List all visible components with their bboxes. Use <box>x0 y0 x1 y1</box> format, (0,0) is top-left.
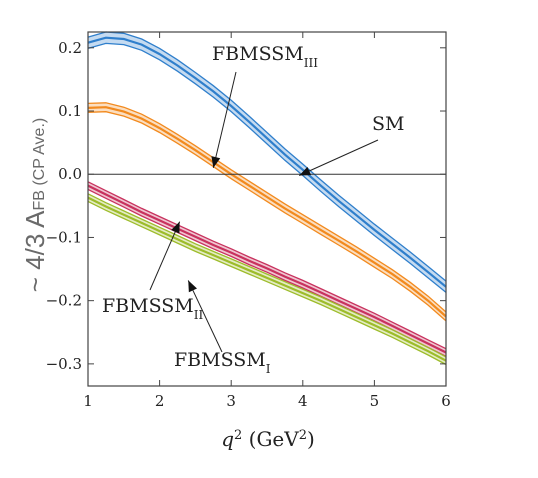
annotation-arrowhead <box>188 280 198 293</box>
annotation-arrowhead <box>299 166 312 176</box>
series-band-fbmssm-i <box>88 193 446 365</box>
series-lower-edge-fbmssm-i <box>87 200 447 366</box>
series-fbmssm-iii <box>87 102 447 322</box>
annotation-arrow-line <box>212 71 237 169</box>
series-lower-edge-sm <box>87 42 447 293</box>
ticks-layer: 1 2 3 4 5 6 −0.3 −0.2 −0.1 0.0 0.1 0.2 <box>46 32 451 410</box>
series-fbmssm-i <box>87 193 447 366</box>
x-tick-label: 6 <box>441 392 451 410</box>
x-axis-title: q2 (GeV2) <box>221 427 315 451</box>
y-tick-label: −0.1 <box>46 228 82 246</box>
x-tick-label: 2 <box>155 392 165 410</box>
x-tick-label: 1 <box>83 392 93 410</box>
y-axis-title: ~ 4/3 AFB (CP Ave.) <box>20 118 50 292</box>
annotation-label: FBMSSMI <box>174 349 271 376</box>
annotation-fbmssm-ii: FBMSSMII <box>102 221 204 322</box>
series-line-fbmssm-iii <box>87 106 447 318</box>
y-tick-label: −0.3 <box>46 355 82 373</box>
x-tick-label: 5 <box>370 392 380 410</box>
annotation-label: FBMSSMIII <box>212 43 318 70</box>
series-lower-edge-fbmssm-iii <box>87 111 447 322</box>
series-sm <box>87 31 447 293</box>
annotation-layer: FBMSSMIII SM FBMSSMII FBMSSMI <box>102 43 404 376</box>
y-tick-label: 0.1 <box>58 102 82 120</box>
series-line-fbmssm-i <box>87 196 447 362</box>
series-upper-edge-sm <box>87 31 447 282</box>
y-tick-label: −0.2 <box>46 292 82 310</box>
series-line-sm <box>87 36 447 288</box>
annotation-arrow-line <box>187 280 223 353</box>
series-upper-edge-fbmssm-iii <box>87 102 447 313</box>
x-tick-label: 3 <box>226 392 236 410</box>
annotation-label: SM <box>372 113 404 135</box>
annotation-arrow-line <box>149 221 181 291</box>
series-band-sm <box>88 32 446 293</box>
annotation-arrowhead <box>211 156 221 168</box>
y-tick-label: 0.2 <box>58 39 82 57</box>
x-tick-label: 4 <box>298 392 308 410</box>
y-tick-label: 0.0 <box>58 165 82 183</box>
annotation-arrow-line <box>299 139 379 176</box>
series-upper-edge-fbmssm-ii <box>87 181 447 350</box>
annotation-fbmssm-iii: FBMSSMIII <box>211 43 318 169</box>
series-upper-edge-fbmssm-i <box>87 193 447 358</box>
series-line-fbmssm-ii <box>87 184 447 354</box>
annotation-fbmssm-i: FBMSSMI <box>174 280 271 376</box>
annotation-arrowhead <box>171 221 180 234</box>
annotation-sm: SM <box>299 113 404 176</box>
annotation-label: FBMSSMII <box>102 295 204 322</box>
plot-frame <box>87 31 447 387</box>
